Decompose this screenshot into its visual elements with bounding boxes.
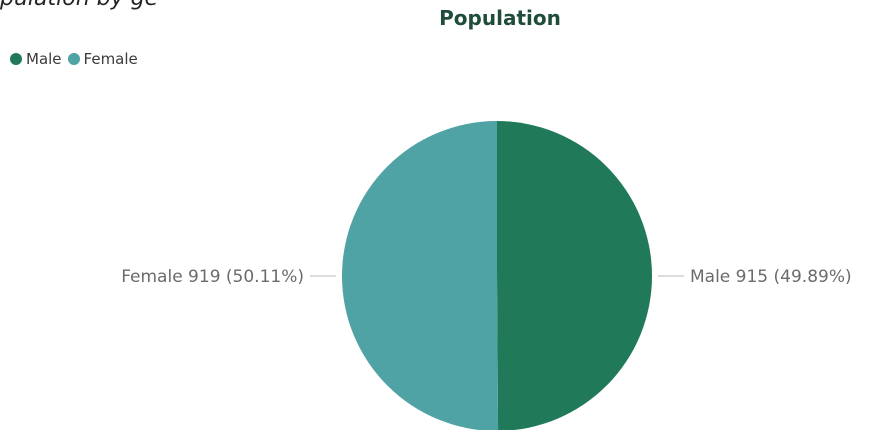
legend-item-female[interactable]: Female (67, 50, 138, 68)
data-label-female: Female 919 (50.11%) (121, 267, 304, 287)
legend-label-female: Female (83, 50, 138, 68)
cropped-visual-title: pulation by ge (0, 0, 158, 11)
legend-item-male[interactable]: Male (10, 50, 62, 68)
chart-legend: Male Female (10, 50, 144, 68)
legend-label-male: Male (26, 50, 62, 68)
data-label-male: Male 915 (49.89%) (690, 267, 852, 287)
pie-slice-female[interactable] (341, 121, 499, 430)
legend-dot-female (67, 53, 80, 65)
chart-title: Population (439, 6, 561, 30)
pie-slice-male[interactable] (497, 121, 652, 430)
legend-dot-male (10, 53, 22, 65)
